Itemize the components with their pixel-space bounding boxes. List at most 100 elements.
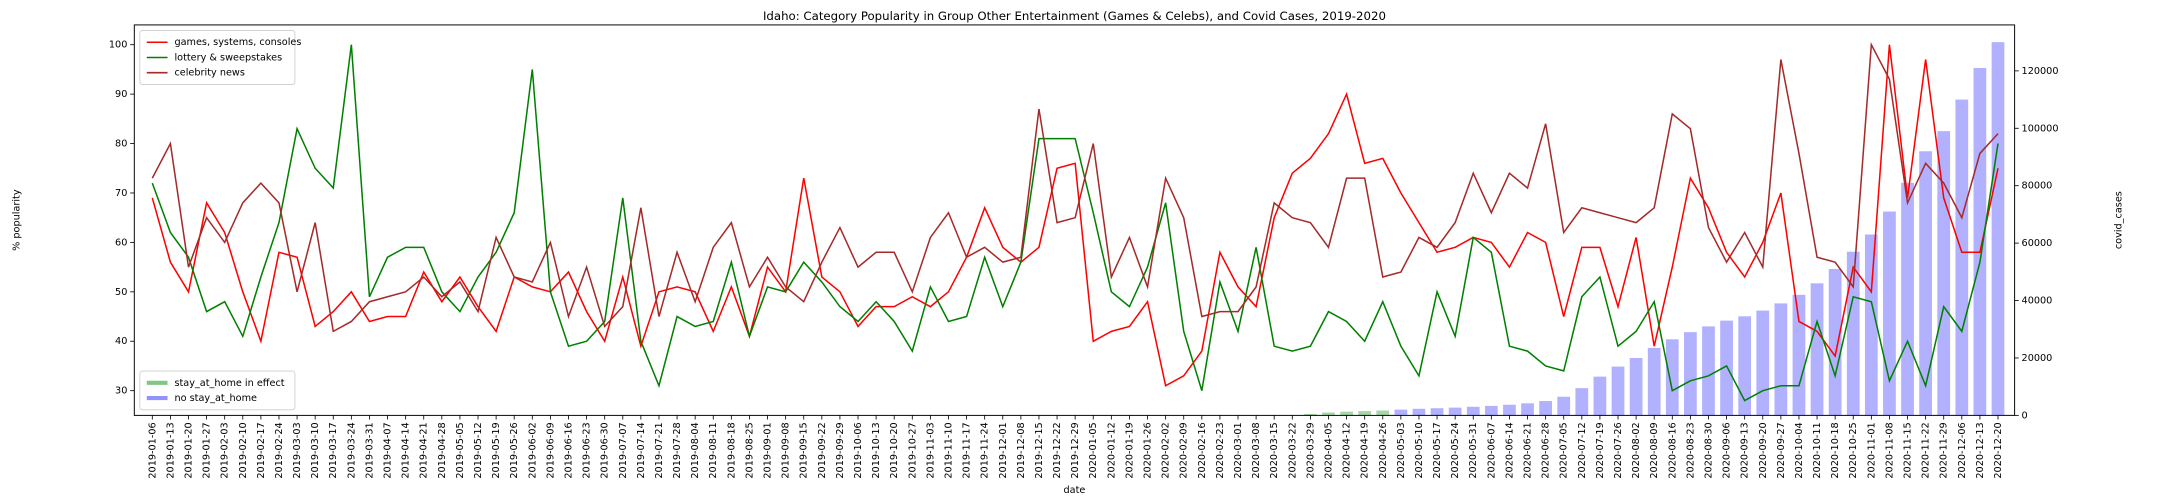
x-tick-label: 2020-04-19 [1360,422,1371,478]
x-tick-label: 2019-11-03 [925,422,936,478]
x-tick-label: 2020-01-12 [1106,422,1117,478]
bar [1557,396,1571,416]
x-tick-label: 2020-10-11 [1812,422,1823,478]
x-tick-label: 2019-06-02 [527,422,538,478]
legend-label: stay_at_home in effect [174,378,284,389]
bar [1376,410,1390,416]
x-tick-label: 2020-03-01 [1233,422,1244,478]
x-tick-label: 2020-12-20 [1993,422,2004,478]
x-tick-label: 2020-02-16 [1197,422,1208,478]
x-tick-label: 2020-04-26 [1378,422,1389,478]
x-tick-label: 2020-01-19 [1124,422,1135,478]
x-tick-label: 2019-12-08 [1016,422,1027,478]
x-tick-label: 2019-04-28 [437,422,448,478]
x-tick-label: 2019-07-14 [636,422,647,478]
x-tick-label: 2019-07-21 [654,422,665,478]
bar [1430,408,1444,416]
y2-tick-label: 80000 [2022,181,2053,192]
x-tick-label: 2020-02-02 [1161,422,1172,478]
x-tick-label: 2020-10-25 [1848,422,1859,478]
x-tick-label: 2019-07-28 [672,422,683,478]
bar [1774,303,1788,416]
y2-tick-label: 120000 [2022,66,2059,77]
y2-tick-label: 60000 [2022,238,2053,249]
x-tick-label: 2019-01-06 [147,422,158,478]
y2-tick-label: 0 [2022,410,2028,421]
x-tick-label: 2019-05-26 [509,422,520,478]
x-tick-label: 2019-09-01 [763,422,774,478]
line-series [151,41,1999,333]
bar [1358,411,1372,416]
bar [1846,251,1860,416]
x-tick-label: 2020-04-12 [1342,422,1353,478]
y2-tick-label: 20000 [2022,353,2053,364]
x-tick-label: 2019-03-03 [292,422,303,478]
bar [1901,182,1914,416]
bar [1521,403,1534,416]
x-tick-label: 2019-02-17 [256,422,267,478]
x-tick-label: 2019-12-15 [1034,422,1045,478]
x-tick-label: 2020-09-27 [1776,422,1787,478]
x-tick-label: 2019-10-20 [889,422,900,478]
x-tick-label: 2020-09-06 [1722,422,1733,478]
bar [1340,411,1353,416]
x-tick-label: 2019-10-27 [907,422,918,478]
y-tick-label: 90 [115,89,127,100]
x-tick-label: 2020-12-13 [1975,422,1986,478]
x-tick-label: 2020-08-09 [1649,422,1660,478]
x-tick-label: 2020-07-05 [1559,422,1570,478]
x-tick-label: 2019-06-09 [545,422,556,478]
x-tick-label: 2020-05-31 [1468,422,1479,478]
x-tick-label: 2020-12-06 [1957,422,1968,478]
x-tick-label: 2019-05-05 [455,422,466,478]
x-tick-label: 2020-09-13 [1740,422,1751,478]
x-tick-label: 2019-12-29 [1070,422,1081,478]
legend-label: lottery & sweepstakes [174,52,282,63]
bar [1937,131,1951,416]
y-tick-label: 100 [109,40,127,51]
y-tick-label: 50 [115,287,127,298]
x-tick-label: 2019-06-23 [582,422,593,478]
x-tick-label: 2019-09-08 [781,422,792,478]
x-tick-label: 2019-12-22 [1052,422,1063,478]
x-tick-label: 2019-07-07 [618,422,629,478]
x-tick-label: 2020-08-16 [1667,422,1678,478]
x-tick-label: 2019-02-10 [238,422,249,478]
x-tick-label: 2020-05-10 [1414,422,1425,478]
bar [1484,405,1498,416]
bar [1503,404,1516,416]
x-tick-label: 2020-01-05 [1088,422,1099,478]
x-tick-label: 2019-05-19 [491,422,502,478]
y-axis-label: % popularity [12,189,23,251]
x-tick-label: 2020-10-18 [1830,422,1841,478]
x-tick-label: 2020-07-12 [1577,422,1588,478]
x-tick-label: 2020-01-26 [1143,422,1154,478]
x-tick-label: 2020-11-29 [1939,422,1950,478]
x-tick-label: 2019-04-07 [383,422,394,478]
bar [1883,211,1896,416]
y-tick-label: 40 [115,336,127,347]
x-tick-label: 2020-03-22 [1287,422,1298,478]
bar [1792,294,1806,416]
bar [1864,234,1878,416]
bar [1322,412,1335,416]
bar [1684,332,1697,416]
bar [1828,268,1842,416]
x-tick-label: 2020-08-30 [1703,422,1714,478]
bar [1702,326,1715,416]
bar [1955,99,1969,416]
bar [1448,407,1462,416]
bar [1629,357,1643,416]
x-tick-label: 2020-05-24 [1450,422,1461,478]
x-tick-label: 2020-08-02 [1631,422,1642,478]
x-tick-label: 2019-09-29 [835,422,846,478]
x-tick-label: 2019-09-22 [817,422,828,478]
y-tick-label: 70 [115,188,127,199]
x-tick-label: 2020-11-08 [1884,422,1895,478]
bar [1991,42,2005,416]
x-tick-label: 2019-08-25 [744,422,755,478]
x-tick-label: 2020-10-04 [1794,422,1805,478]
x-tick-label: 2019-08-18 [726,422,737,478]
x-tick-label: 2019-01-13 [165,422,176,478]
x-tick-label: 2020-05-03 [1396,422,1407,478]
